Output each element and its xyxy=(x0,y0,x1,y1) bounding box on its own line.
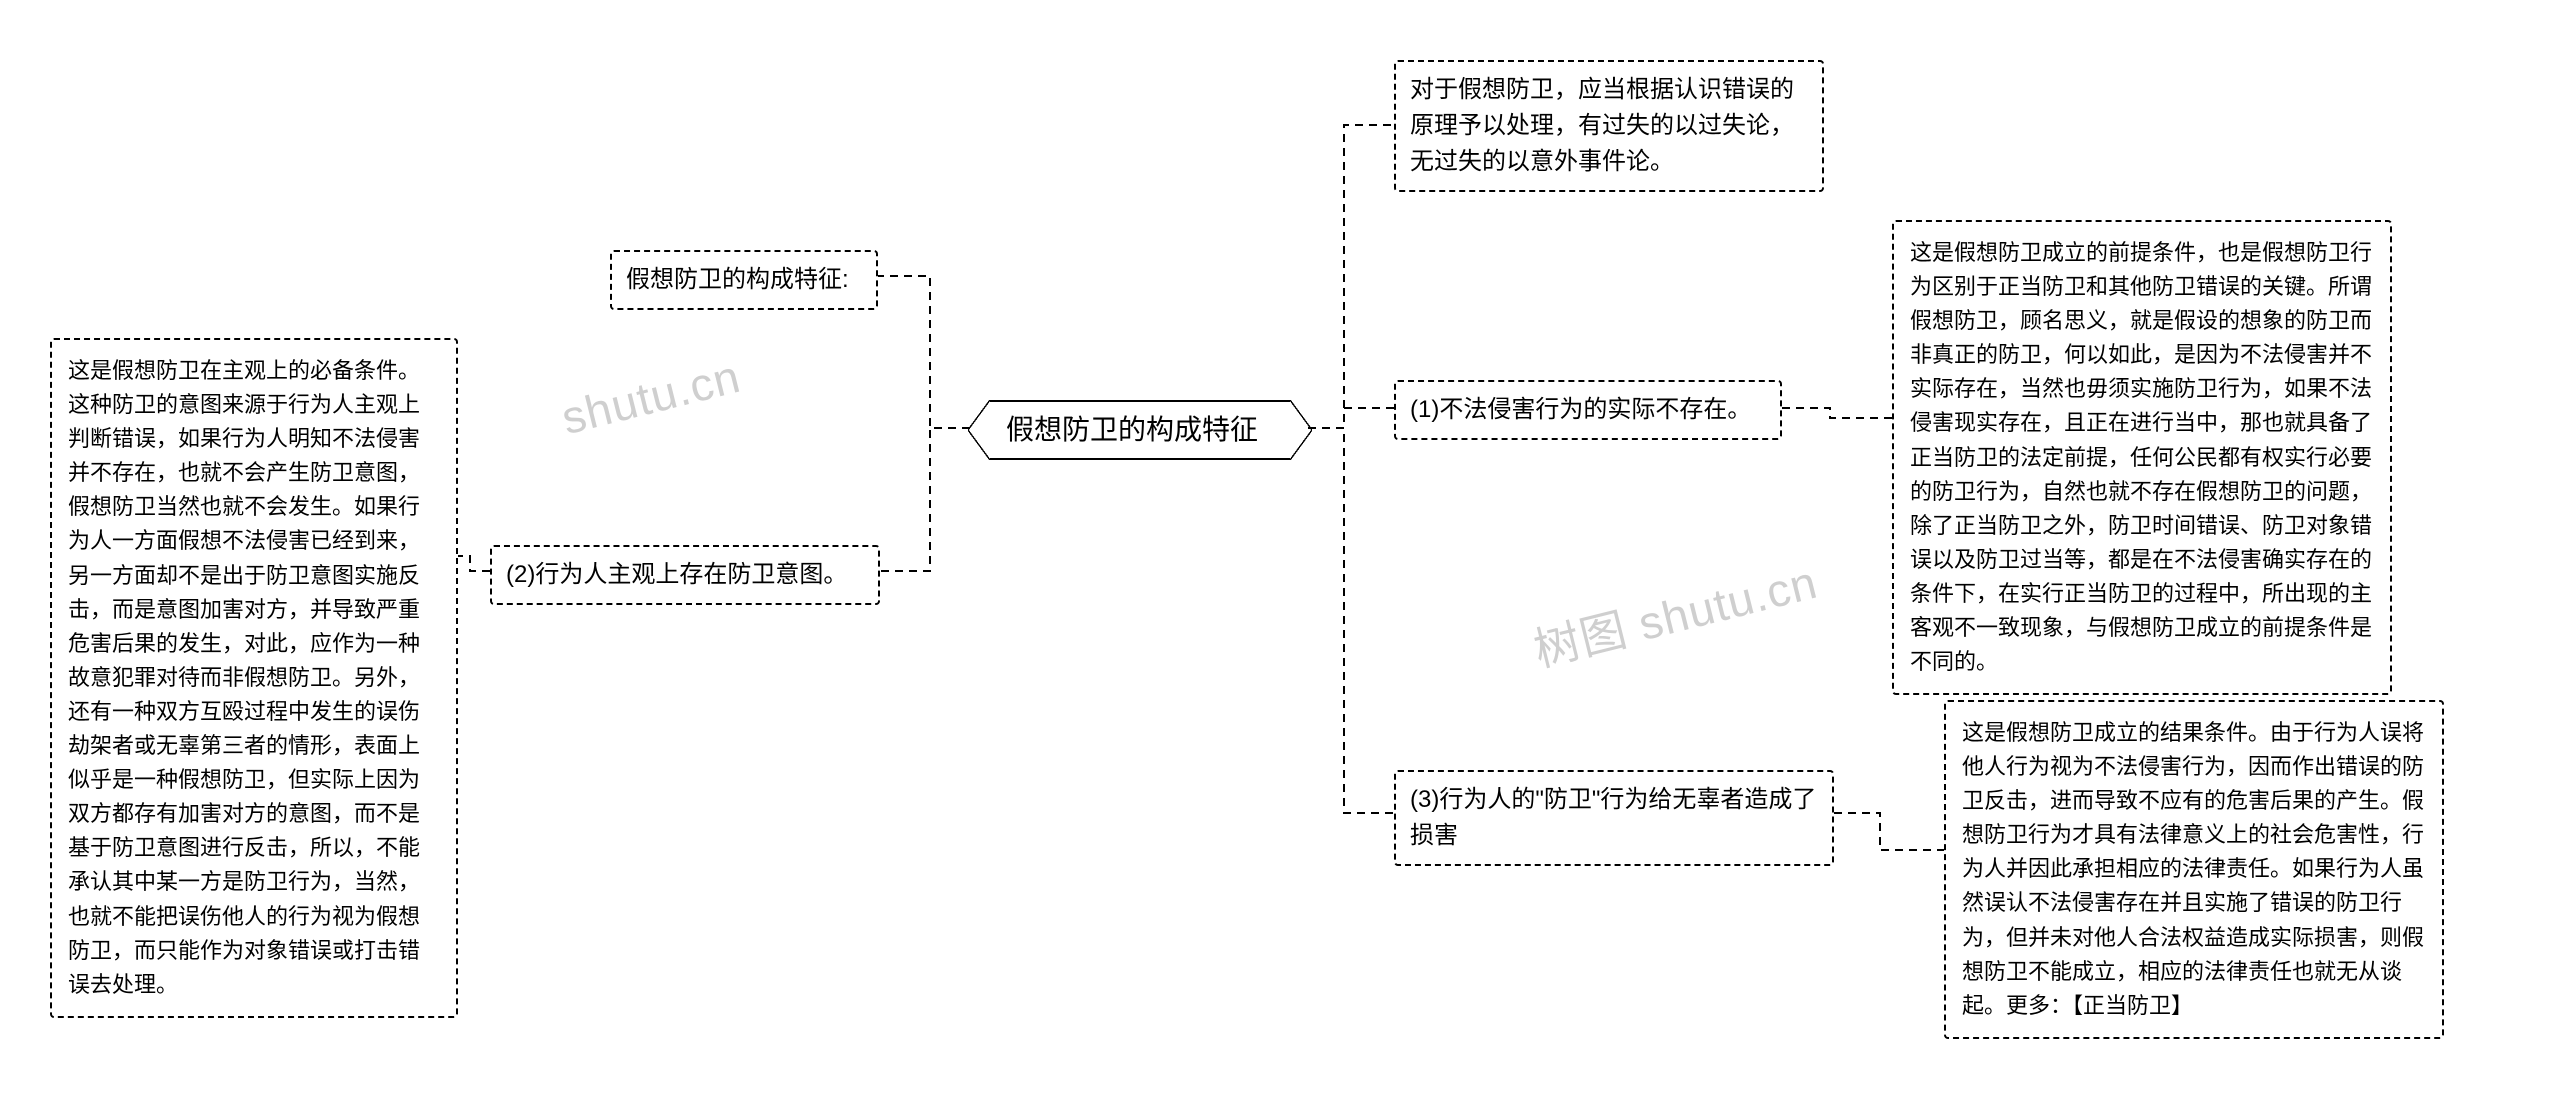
left-branch-0-text: 假想防卫的构成特征: xyxy=(626,266,849,293)
right-branch-2-leaf-0: 这是假想防卫成立的结果条件。由于行为人误将他人行为视为不法侵害行为，因而作出错误… xyxy=(1944,700,2444,1039)
right-branch-1: (1)不法侵害行为的实际不存在。 xyxy=(1394,380,1782,440)
right-branch-2-leaf-0-text: 这是假想防卫成立的结果条件。由于行为人误将他人行为视为不法侵害行为，因而作出错误… xyxy=(1962,720,2424,1018)
connector-6 xyxy=(880,428,970,571)
watermark-1: 树图 shutu.cn xyxy=(1526,546,1823,680)
connector-7 xyxy=(458,556,490,571)
left-branch-1-leaf-0: 这是假想防卫在主观上的必备条件。这种防卫的意图来源于行为人主观上判断错误，如果行… xyxy=(50,338,458,1018)
right-branch-1-leaf-0-text: 这是假想防卫成立的前提条件，也是假想防卫行为区别于正当防卫和其他防卫错误的关键。… xyxy=(1910,240,2372,674)
right-branch-0-text: 对于假想防卫，应当根据认识错误的原理予以处理，有过失的以过失论，无过失的以意外事… xyxy=(1410,76,1794,175)
root-node: 假想防卫的构成特征 xyxy=(990,400,1290,460)
connector-2 xyxy=(1308,428,1394,813)
right-branch-1-leaf-0: 这是假想防卫成立的前提条件，也是假想防卫行为区别于正当防卫和其他防卫错误的关键。… xyxy=(1892,220,2392,695)
root-text: 假想防卫的构成特征 xyxy=(1006,414,1258,445)
connector-3 xyxy=(1782,408,1892,418)
connector-5 xyxy=(878,276,970,428)
left-branch-1-text: (2)行为人主观上存在防卫意图。 xyxy=(506,561,847,588)
left-branch-0: 假想防卫的构成特征: xyxy=(610,250,878,310)
right-branch-0: 对于假想防卫，应当根据认识错误的原理予以处理，有过失的以过失论，无过失的以意外事… xyxy=(1394,60,1824,192)
right-branch-2: (3)行为人的"防卫"行为给无辜者造成了损害 xyxy=(1394,770,1834,866)
left-branch-1-leaf-0-text: 这是假想防卫在主观上的必备条件。这种防卫的意图来源于行为人主观上判断错误，如果行… xyxy=(68,358,420,997)
right-branch-2-text: (3)行为人的"防卫"行为给无辜者造成了损害 xyxy=(1410,786,1816,849)
connector-4 xyxy=(1834,813,1944,850)
connector-0 xyxy=(1308,125,1394,428)
watermark-0: shutu.cn xyxy=(556,349,746,445)
connector-1 xyxy=(1308,408,1394,428)
left-branch-1: (2)行为人主观上存在防卫意图。 xyxy=(490,545,880,605)
right-branch-1-text: (1)不法侵害行为的实际不存在。 xyxy=(1410,396,1751,423)
